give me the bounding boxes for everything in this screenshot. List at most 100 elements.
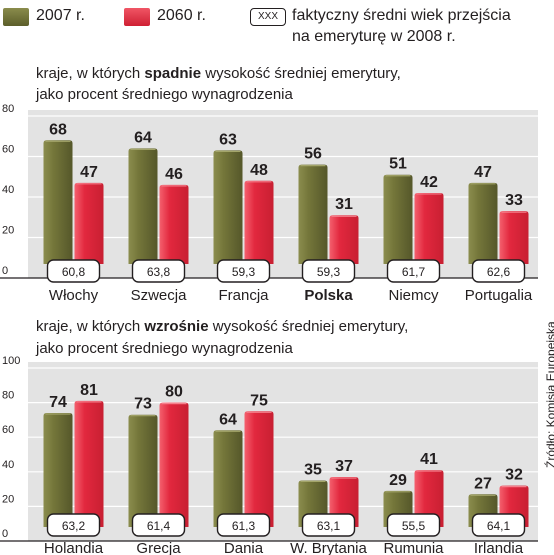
x-category-label: Francja xyxy=(218,287,269,304)
bar-value-label: 56 xyxy=(304,146,322,163)
bar-value-label: 48 xyxy=(250,162,268,179)
retirement-age-box xyxy=(471,513,526,537)
y-tick-label: 80 xyxy=(2,390,14,402)
bar-2007 xyxy=(213,150,243,264)
y-tick-label: 20 xyxy=(2,225,14,237)
bar-value-label: 42 xyxy=(420,174,438,191)
chart-title: kraje, w których spadnie wysokość średni… xyxy=(36,65,401,82)
y-tick-label: 0 xyxy=(2,528,8,540)
source-note: Źródło: Komisja Europejska xyxy=(544,321,554,468)
bar-value-label: 33 xyxy=(505,192,523,209)
bar-value-label: 81 xyxy=(80,382,98,399)
bar-value-label: 31 xyxy=(335,196,353,213)
bar-value-label: 27 xyxy=(474,475,492,492)
legend-retirement-age-text-line1: faktyczny średni wiek przejścia xyxy=(292,7,511,24)
y-tick-label: 100 xyxy=(2,355,20,367)
chart-subtitle: jako procent średniego wynagrodzenia xyxy=(35,340,293,357)
retirement-age-box xyxy=(471,259,526,283)
retirement-age-box xyxy=(386,259,441,283)
bar-2060 xyxy=(74,400,104,527)
bar-value-label: 75 xyxy=(250,392,268,409)
chart-1: kraje, w których spadnie wysokość średni… xyxy=(0,65,538,304)
retirement-age-box xyxy=(46,513,101,537)
bar-2060 xyxy=(329,215,359,264)
bar-2060 xyxy=(414,192,444,264)
retirement-age-label: 61,7 xyxy=(402,265,426,279)
bar-value-label: 46 xyxy=(165,166,183,183)
chart-title: kraje, w których wzrośnie wysokość średn… xyxy=(36,318,408,335)
bar-2060 xyxy=(414,470,444,527)
retirement-age-box xyxy=(386,513,441,537)
legend-swatch-2007 xyxy=(3,8,29,26)
bar-2007 xyxy=(298,164,328,264)
bar-value-label: 74 xyxy=(49,394,67,411)
bar-value-label: 37 xyxy=(335,458,353,475)
retirement-age-box xyxy=(131,259,186,283)
y-tick-label: 0 xyxy=(2,265,8,277)
chart-title-bold: spadnie xyxy=(144,65,201,82)
retirement-age-label: 61,4 xyxy=(147,519,171,533)
bar-value-label: 47 xyxy=(474,164,492,181)
retirement-age-box xyxy=(131,513,186,537)
plot-panel xyxy=(28,110,538,278)
bar-2060 xyxy=(499,211,529,264)
bar-value-label: 68 xyxy=(49,121,67,138)
chart-title-part: kraje, w których xyxy=(36,318,144,335)
retirement-age-label: 64,1 xyxy=(487,519,511,533)
bar-2060 xyxy=(74,182,104,264)
retirement-age-box xyxy=(216,513,271,537)
bar-2060 xyxy=(244,411,274,527)
retirement-age-box xyxy=(46,259,101,283)
bar-value-label: 41 xyxy=(420,451,438,468)
bar-value-label: 35 xyxy=(304,461,322,478)
legend-retirement-age-text-line2: na emeryturę w 2008 r. xyxy=(292,28,456,45)
y-tick-label: 40 xyxy=(2,459,14,471)
bar-value-label: 32 xyxy=(505,467,523,484)
chart-title-bold: wzrośnie xyxy=(143,318,208,335)
bar-value-label: 51 xyxy=(389,156,407,173)
retirement-age-label: 62,6 xyxy=(487,265,511,279)
retirement-age-box xyxy=(301,513,356,537)
x-category-label: Rumunia xyxy=(383,540,444,555)
retirement-age-label: 63,8 xyxy=(147,265,171,279)
chart-2: kraje, w których wzrośnie wysokość średn… xyxy=(0,318,538,555)
x-category-label: Niemcy xyxy=(388,287,439,304)
x-category-label: W. Brytania xyxy=(290,540,367,555)
plot-panel xyxy=(28,362,538,541)
bar-2007 xyxy=(468,182,498,264)
chart-title-part: wysokość średniej emerytury, xyxy=(201,65,401,82)
retirement-age-label: 61,3 xyxy=(232,519,256,533)
retirement-age-label: 59,3 xyxy=(317,265,341,279)
y-tick-label: 20 xyxy=(2,493,14,505)
bar-value-label: 64 xyxy=(219,411,237,428)
bar-2060 xyxy=(244,180,274,264)
legend-label-2007: 2007 r. xyxy=(36,7,85,24)
x-category-label: Grecja xyxy=(136,540,181,555)
bar-value-label: 63 xyxy=(219,131,237,148)
bar-value-label: 29 xyxy=(389,472,407,489)
y-tick-label: 60 xyxy=(2,424,14,436)
bar-value-label: 80 xyxy=(165,384,183,401)
x-category-label: Dania xyxy=(224,540,264,555)
retirement-age-box xyxy=(301,259,356,283)
chart-subtitle: jako procent średniego wynagrodzenia xyxy=(35,86,293,103)
retirement-age-label: 55,5 xyxy=(402,519,426,533)
bar-2060 xyxy=(159,402,189,527)
bar-2007 xyxy=(43,140,73,264)
y-tick-label: 40 xyxy=(2,184,14,196)
x-category-label: Holandia xyxy=(44,540,104,555)
x-category-label: Polska xyxy=(304,287,353,304)
legend-retirement-age-box: XXX xyxy=(250,8,286,26)
retirement-age-label: 63,2 xyxy=(62,519,86,533)
retirement-age-label: 63,1 xyxy=(317,519,341,533)
bar-2007 xyxy=(383,174,413,264)
bar-2060 xyxy=(159,184,189,264)
legend-label-2060: 2060 r. xyxy=(157,7,206,24)
y-tick-label: 60 xyxy=(2,144,14,156)
bar-2007 xyxy=(213,430,243,527)
bar-value-label: 73 xyxy=(134,396,152,413)
x-category-label: Włochy xyxy=(49,287,99,304)
legend: 2007 r. 2060 r. XXX faktyczny średni wie… xyxy=(0,0,554,56)
retirement-age-box xyxy=(216,259,271,283)
